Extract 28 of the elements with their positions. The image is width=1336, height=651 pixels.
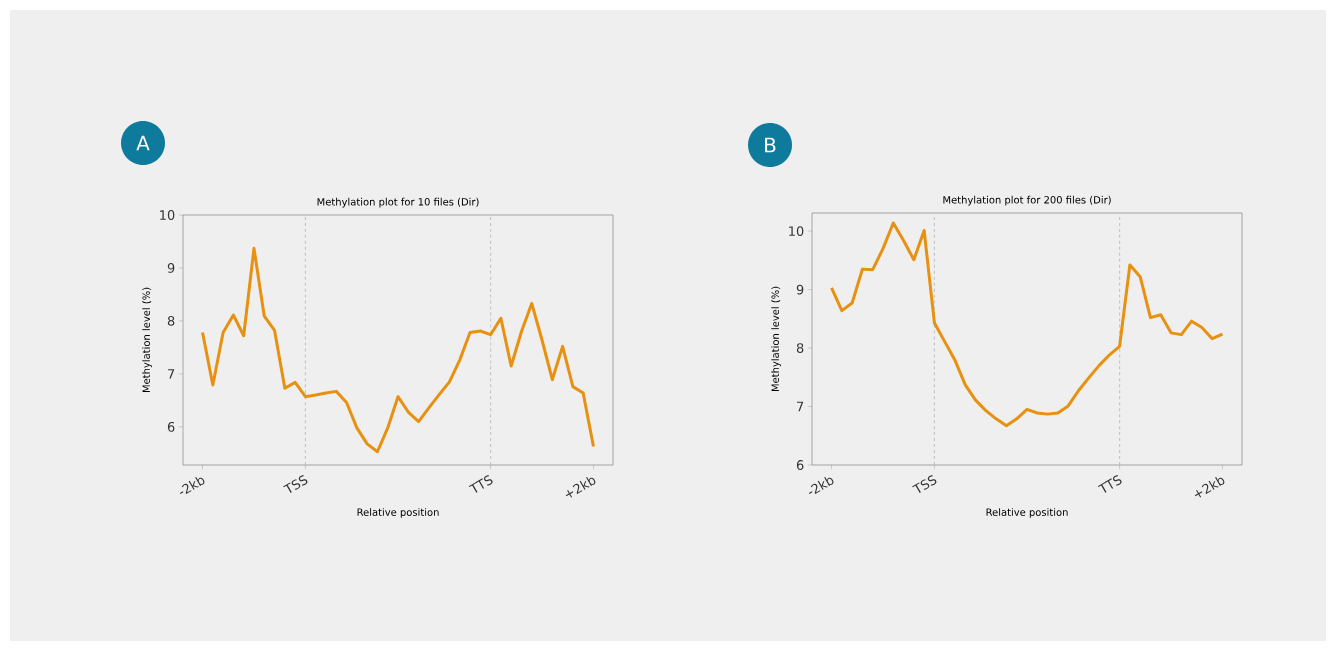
line-series [830, 221, 1224, 428]
y-tick-label: 9 [167, 263, 175, 273]
y-tick-label: 8 [796, 343, 804, 353]
y-tick-label: 8 [167, 316, 175, 326]
x-axis-title: Relative position [986, 508, 1068, 518]
y-tick-label: 6 [796, 460, 804, 470]
x-tick-label: TTS [468, 475, 493, 493]
chart-title: Methylation plot for 10 files (Dir) [317, 197, 479, 208]
line-series [201, 246, 595, 454]
x-tick-label: +2kb [565, 476, 596, 498]
x-tick-label: +2kb [1194, 476, 1225, 498]
x-tick-label: -2kb [179, 476, 205, 495]
y-axis-title: Methylation level (%) [771, 286, 781, 392]
text: A [136, 135, 150, 151]
y-tick-label: 7 [168, 369, 175, 379]
x-axis-title: Relative position [357, 508, 439, 518]
y-tick-label: 10 [789, 226, 804, 237]
y-tick-label: 9 [796, 284, 804, 295]
chart-title: Methylation plot for 200 files (Dir) [943, 195, 1111, 206]
text: B [765, 137, 776, 153]
y-tick-label: 10 [160, 210, 175, 220]
x-tick-label: TSS [283, 475, 308, 493]
y-axis-title: Methylation level (%) [142, 287, 152, 393]
x-tick-label: -2kb [808, 476, 834, 495]
y-tick-label: 7 [797, 401, 804, 412]
x-tick-label: TSS [912, 475, 937, 493]
y-tick-label: 6 [167, 421, 175, 432]
x-tick-label: TTS [1097, 475, 1122, 493]
